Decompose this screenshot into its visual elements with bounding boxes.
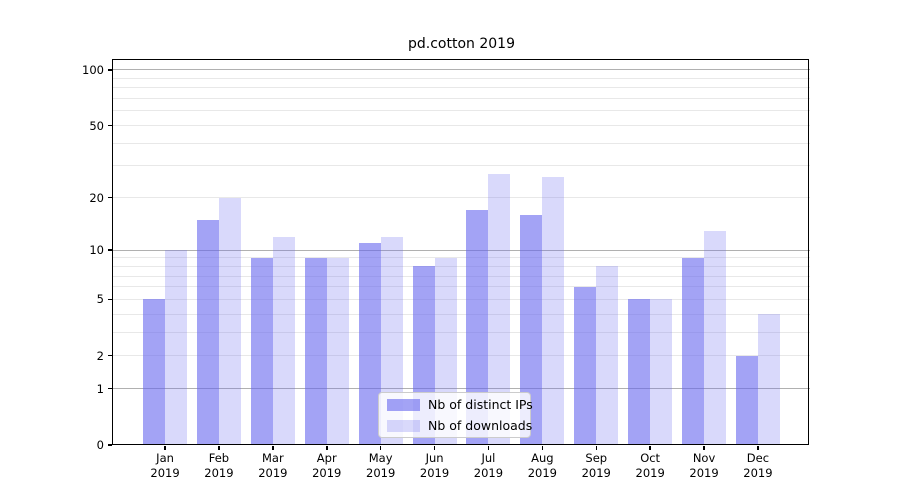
x-tick-label: Jul 2019	[473, 451, 504, 480]
x-tick-mark	[326, 446, 328, 450]
y-gridline-minor	[113, 125, 810, 126]
x-tick-mark	[703, 446, 705, 450]
x-tick-label: Jan 2019	[150, 451, 180, 480]
y-gridline-major	[113, 69, 810, 71]
y-gridline-minor	[113, 197, 810, 199]
x-tick-label: Dec 2019	[743, 451, 773, 480]
x-tick-label: Oct 2019	[635, 451, 665, 480]
y-gridline-minor	[113, 298, 810, 300]
bar-downloads	[757, 314, 780, 445]
y-gridline-minor	[113, 87, 810, 89]
y-gridline-major	[113, 388, 810, 390]
y-tick-mark	[108, 354, 112, 357]
bar-distinct-ips	[628, 299, 651, 445]
x-tick-mark	[218, 446, 220, 450]
y-tick-label: 1	[96, 381, 104, 396]
x-tick-label: Nov 2019	[689, 451, 719, 480]
y-tick-label: 0	[96, 438, 104, 452]
y-tick-label: 20	[89, 190, 104, 205]
y-gridline-minor	[113, 257, 810, 259]
x-tick-label: May 2019	[366, 451, 396, 480]
y-gridline-minor	[113, 165, 810, 167]
y-tick-label: 10	[89, 243, 104, 258]
legend: Nb of distinct IPs Nb of downloads	[378, 392, 533, 438]
bar-downloads	[272, 236, 295, 445]
y-gridline-minor	[113, 110, 810, 112]
legend-swatch	[387, 398, 420, 411]
bar-distinct-ips	[520, 214, 543, 445]
bar-distinct-ips	[682, 257, 705, 445]
y-gridline-minor	[113, 275, 810, 277]
y-gridline-major	[113, 249, 810, 251]
x-tick-label: Aug 2019	[527, 451, 557, 480]
y-gridline-minor	[113, 98, 810, 100]
y-tick-mark	[108, 124, 112, 127]
y-tick-mark	[108, 69, 112, 71]
x-tick-label: Jun 2019	[419, 451, 450, 480]
bar-downloads	[542, 177, 565, 445]
x-tick-mark	[164, 446, 166, 450]
y-gridline-minor	[113, 142, 810, 144]
x-tick-label: Sep 2019	[581, 451, 611, 480]
y-gridline-minor	[113, 331, 810, 333]
bar-distinct-ips	[304, 257, 327, 445]
y-tick-mark	[108, 444, 112, 446]
bar-distinct-ips	[466, 210, 489, 445]
bar-downloads	[488, 174, 511, 445]
x-tick-label: Apr 2019	[312, 451, 342, 480]
y-tick-mark	[108, 298, 112, 301]
y-tick-mark	[108, 196, 112, 199]
y-gridline-minor	[113, 77, 810, 79]
x-tick-mark	[757, 446, 759, 450]
x-tick-mark	[487, 446, 490, 450]
x-tick-mark	[433, 446, 436, 450]
y-gridline-minor	[113, 265, 810, 267]
y-gridline-minor	[113, 286, 810, 288]
bar-distinct-ips	[735, 355, 758, 445]
legend-swatch	[387, 419, 420, 432]
bar-downloads	[165, 250, 188, 445]
x-tick-mark	[595, 446, 597, 450]
legend-item: Nb of downloads	[387, 418, 532, 433]
legend-label: Nb of distinct IPs	[428, 397, 533, 412]
y-tick-label: 5	[96, 292, 104, 307]
bar-downloads	[704, 230, 727, 445]
bar-distinct-ips	[196, 219, 219, 445]
y-tick-mark	[108, 249, 112, 251]
y-tick-mark	[108, 387, 112, 390]
legend-label: Nb of downloads	[428, 418, 533, 433]
x-tick-mark	[272, 446, 274, 450]
bar-distinct-ips	[250, 257, 273, 445]
bar-downloads	[218, 197, 241, 445]
x-tick-mark	[649, 446, 651, 450]
x-tick-label: Feb 2019	[204, 451, 234, 480]
bar-downloads	[650, 299, 673, 445]
bar-distinct-ips	[358, 243, 381, 445]
x-tick-mark	[541, 446, 544, 450]
legend-item: Nb of distinct IPs	[387, 397, 533, 412]
bar-distinct-ips	[574, 286, 597, 445]
bar-downloads	[596, 266, 619, 445]
x-tick-mark	[379, 446, 382, 450]
y-gridline-minor	[113, 355, 810, 357]
y-tick-label: 50	[89, 118, 104, 133]
y-gridline-minor	[113, 313, 810, 315]
x-tick-label: Mar 2019	[258, 451, 288, 480]
y-tick-label: 2	[96, 348, 104, 363]
y-tick-label: 100	[82, 62, 104, 77]
chart-title: pd.cotton 2019	[408, 36, 515, 52]
bar-downloads	[326, 257, 349, 445]
bar-distinct-ips	[143, 299, 166, 445]
